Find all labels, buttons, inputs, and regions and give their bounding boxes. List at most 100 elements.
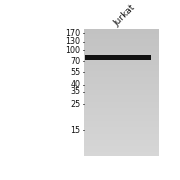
Bar — [84, 102, 159, 103]
Bar — [84, 75, 159, 76]
Bar — [84, 74, 159, 75]
Bar — [84, 101, 159, 102]
Bar — [84, 77, 159, 78]
Bar — [84, 51, 159, 52]
Bar — [84, 47, 159, 48]
Bar — [84, 154, 159, 155]
Bar — [84, 133, 159, 134]
Bar — [84, 106, 159, 107]
Text: 25: 25 — [70, 100, 80, 109]
Bar — [84, 76, 159, 77]
Bar — [84, 88, 159, 89]
Bar — [84, 66, 159, 67]
Bar — [84, 99, 159, 100]
Bar — [84, 73, 159, 74]
Bar — [84, 41, 159, 42]
Bar — [84, 53, 159, 54]
Bar — [84, 93, 159, 94]
Bar — [84, 84, 159, 85]
Bar — [84, 69, 159, 70]
Bar — [84, 68, 159, 69]
Bar — [84, 81, 159, 82]
Text: 40: 40 — [70, 80, 80, 89]
Bar — [84, 43, 159, 44]
Bar — [84, 107, 159, 108]
Text: 70: 70 — [70, 57, 80, 66]
Bar — [84, 90, 159, 91]
Bar — [84, 38, 159, 39]
Bar — [84, 134, 159, 135]
Bar — [84, 127, 159, 128]
Bar — [84, 116, 159, 117]
Bar — [84, 48, 159, 49]
Text: 130: 130 — [65, 37, 80, 46]
Bar — [84, 110, 159, 111]
Bar — [84, 117, 159, 118]
Bar — [84, 39, 159, 40]
Bar — [84, 55, 159, 56]
Bar — [84, 150, 159, 151]
Bar — [84, 96, 159, 98]
Bar — [84, 125, 159, 126]
Bar — [84, 72, 159, 73]
Bar — [84, 42, 159, 43]
Bar — [84, 140, 159, 141]
Bar — [84, 153, 159, 154]
Bar — [84, 123, 159, 124]
Bar — [84, 147, 159, 148]
Bar — [84, 62, 159, 64]
Bar — [84, 67, 159, 68]
Bar — [84, 59, 159, 60]
Bar — [84, 49, 159, 50]
Bar — [84, 141, 159, 142]
Bar — [84, 28, 159, 30]
Bar — [84, 152, 159, 153]
Bar — [84, 142, 159, 143]
Bar — [84, 136, 159, 137]
Bar — [84, 94, 159, 95]
Bar — [84, 58, 159, 59]
Text: 170: 170 — [65, 29, 80, 38]
Bar — [84, 46, 159, 47]
Bar — [84, 40, 159, 41]
Bar — [84, 103, 159, 104]
Bar — [84, 138, 159, 139]
Bar — [84, 151, 159, 152]
Bar — [84, 31, 159, 32]
Bar — [84, 64, 159, 65]
Bar — [84, 122, 159, 123]
Bar — [84, 130, 159, 132]
Text: 55: 55 — [70, 68, 80, 77]
Bar — [84, 121, 159, 122]
Bar — [84, 89, 159, 90]
Bar — [84, 135, 159, 136]
Bar — [84, 85, 159, 86]
Bar — [84, 70, 159, 71]
Bar — [84, 112, 159, 114]
Text: Jurkat: Jurkat — [112, 3, 137, 28]
Bar — [84, 57, 159, 58]
Bar — [84, 144, 159, 145]
Bar — [84, 78, 159, 80]
Bar — [84, 54, 159, 55]
Bar — [84, 149, 159, 150]
Text: 100: 100 — [65, 46, 80, 55]
Bar — [84, 87, 159, 88]
Bar — [84, 105, 159, 106]
Bar — [84, 132, 159, 133]
Bar — [84, 34, 159, 35]
Bar — [84, 104, 159, 105]
Bar — [84, 145, 159, 147]
Bar — [84, 129, 159, 130]
Bar — [84, 128, 159, 129]
Bar — [84, 109, 159, 110]
Bar — [84, 120, 159, 121]
Bar — [84, 80, 159, 81]
Bar — [84, 148, 159, 149]
Bar — [84, 95, 159, 96]
Bar — [84, 111, 159, 112]
Bar — [84, 126, 159, 127]
Bar — [84, 137, 159, 138]
Bar — [84, 65, 159, 66]
Bar — [84, 36, 159, 37]
